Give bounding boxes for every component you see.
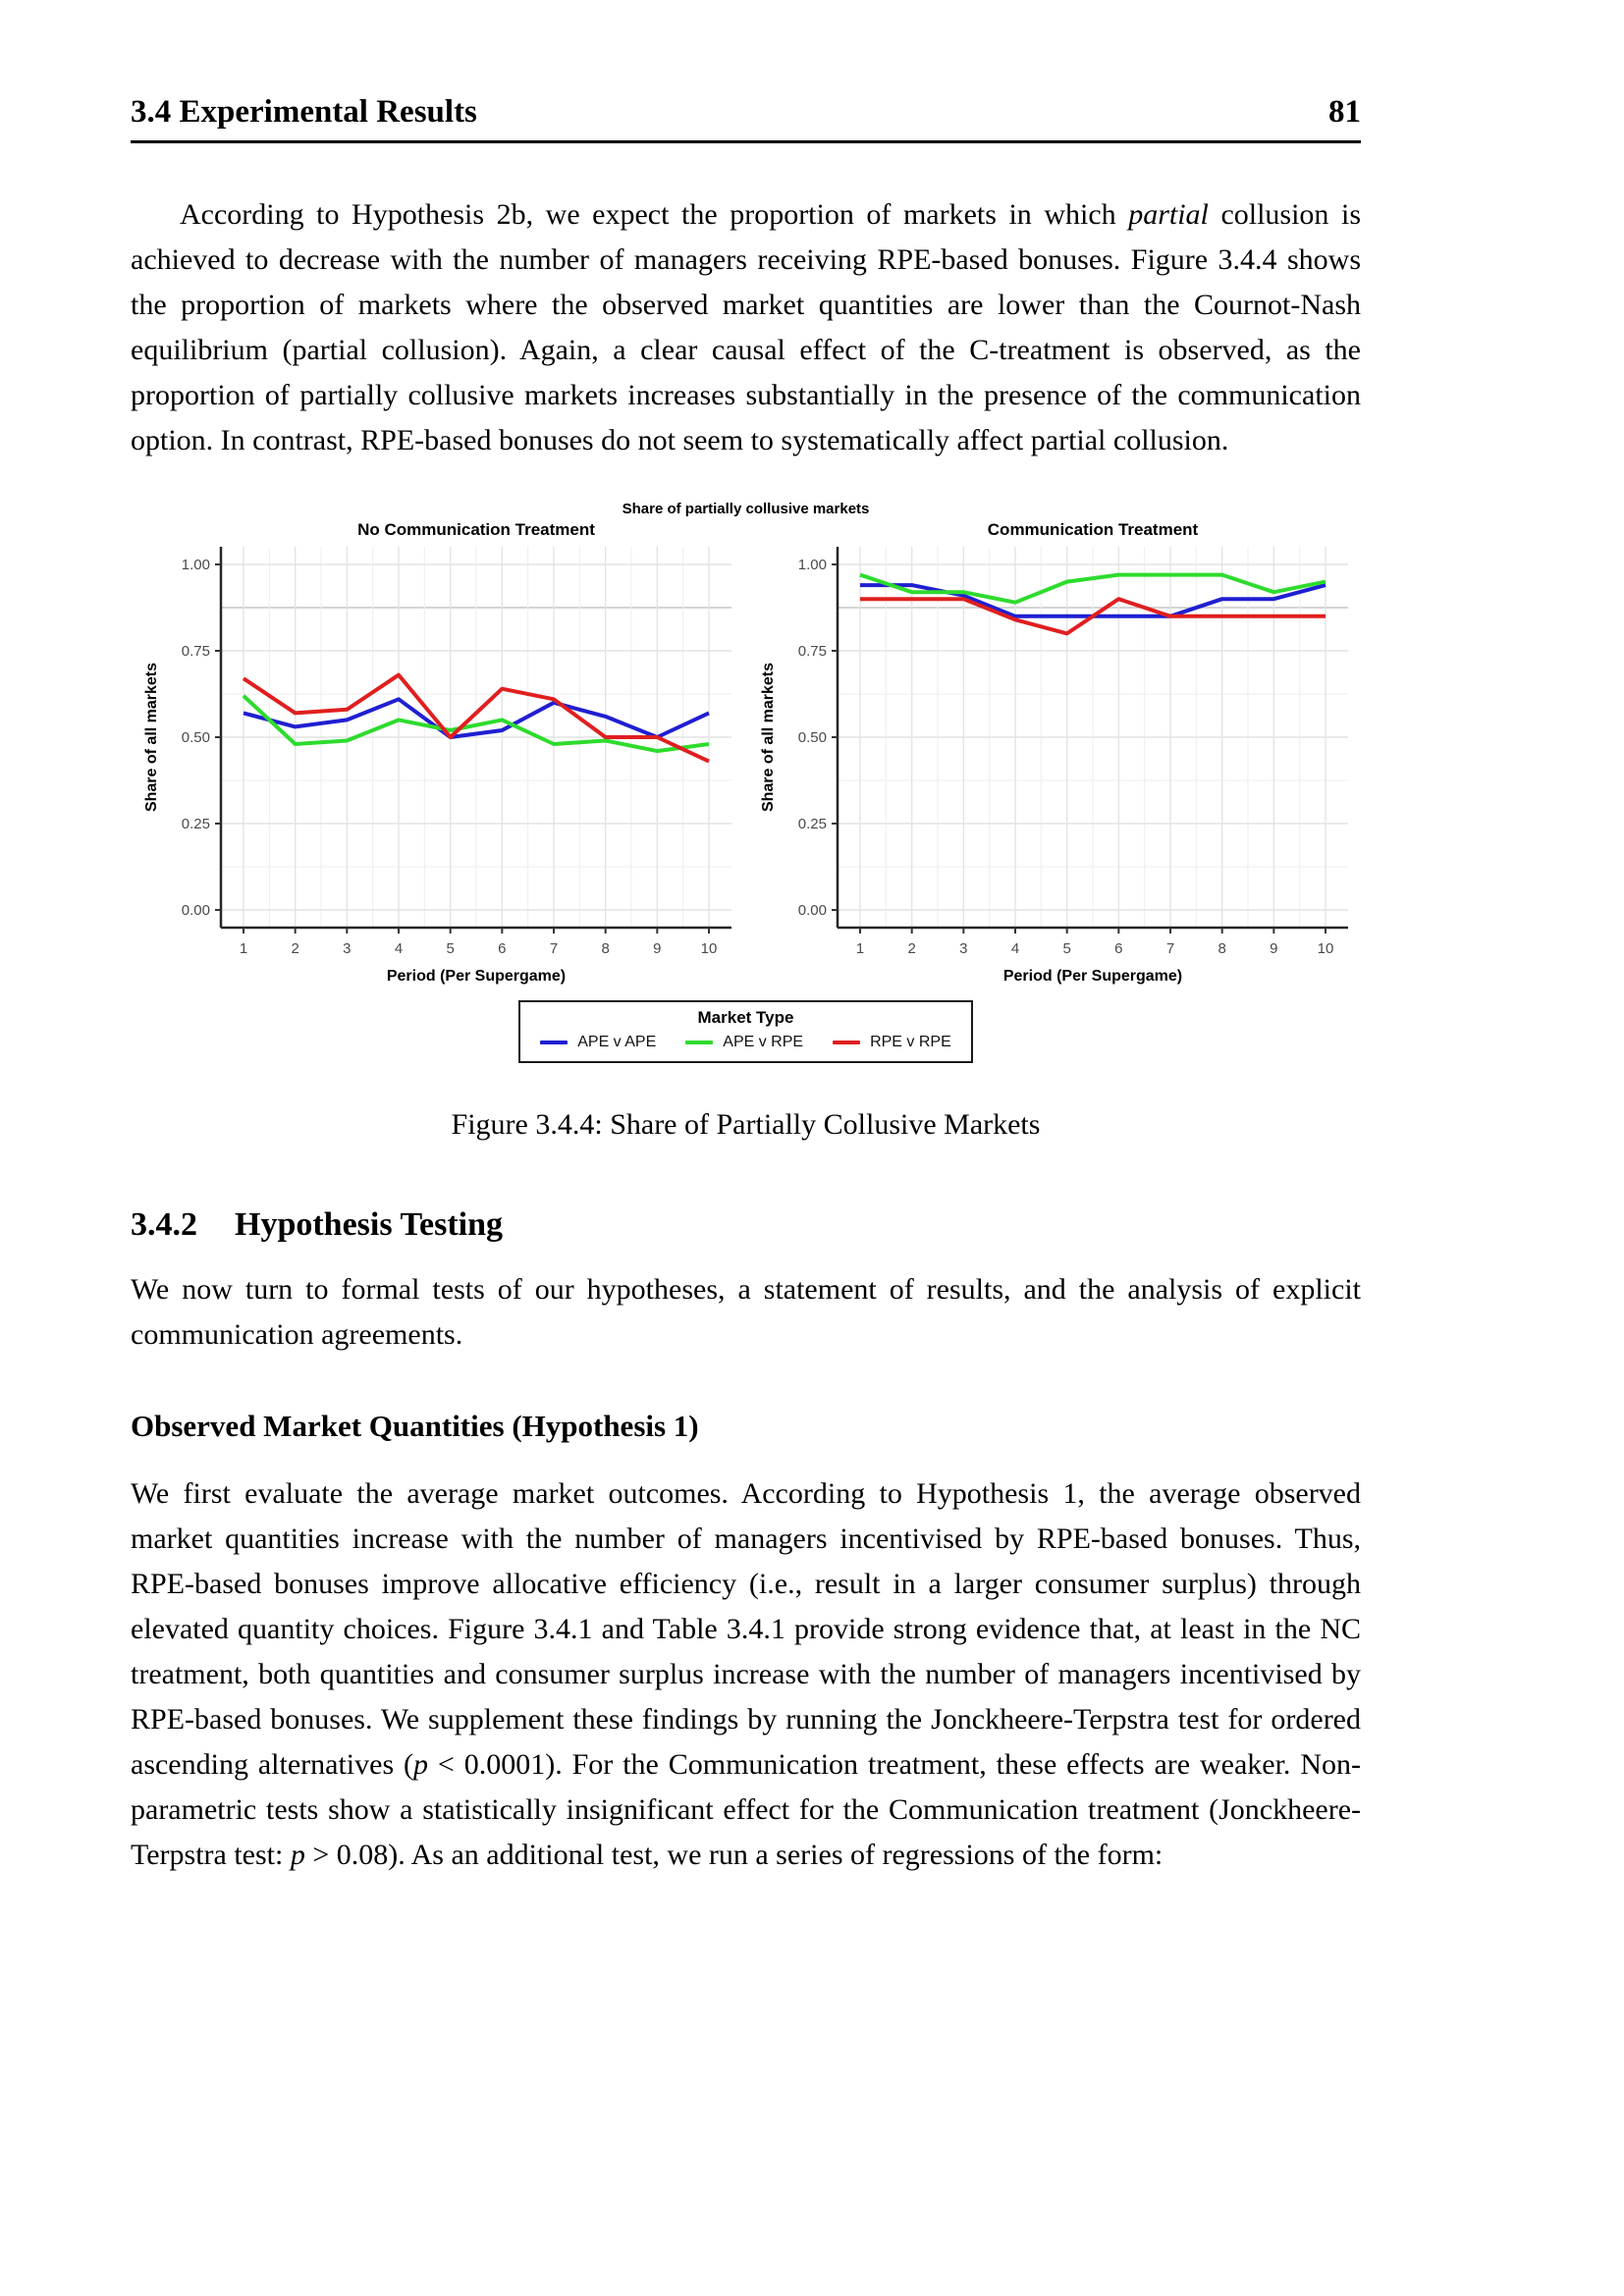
legend-line-swatch — [833, 1041, 861, 1044]
nc-treatment-chart: No Communication Treatment 0.00 0.25 0.50 0.… — [143, 520, 731, 985]
series-line-rpe-v-rpe — [859, 597, 1326, 636]
page-content: 3.4 Experimental Results 81 According to… — [131, 94, 1361, 1878]
legend-entry-ape-v-ape: APE v APE — [540, 1034, 656, 1051]
svg-text:2: 2 — [291, 940, 298, 957]
section-heading-342: 3.4.2 Hypothesis Testing — [131, 1206, 1361, 1244]
svg-text:3: 3 — [959, 940, 967, 957]
figure-caption: Figure 3.4.4: Share of Partially Collusi… — [451, 1108, 1041, 1141]
svg-text:4: 4 — [394, 940, 402, 957]
svg-text:1.00: 1.00 — [797, 557, 826, 573]
svg-text:8: 8 — [1218, 940, 1225, 957]
legend-entry-rpe-v-rpe: RPE v RPE — [833, 1034, 951, 1051]
svg-text:1: 1 — [239, 940, 246, 957]
paragraph-text: > 0.08). As an additional test, we run a… — [304, 1839, 1164, 1871]
svg-text:Share of all markets: Share of all markets — [760, 663, 777, 812]
svg-text:0.00: 0.00 — [181, 902, 209, 919]
page-number: 81 — [1328, 94, 1361, 130]
svg-text:9: 9 — [653, 940, 661, 957]
svg-text:2: 2 — [907, 940, 915, 957]
communication-treatment-chart: Communication Treatment 0.00 0.25 0.50 0.75 1… — [760, 520, 1348, 985]
paragraph-hypothesis-testing: We now turn to formal tests of our hypot… — [131, 1273, 1361, 1351]
svg-text:0.25: 0.25 — [181, 816, 209, 832]
paragraph-hypothesis-2b: According to Hypothesis 2b, we expect th… — [131, 192, 1361, 463]
svg-text:7: 7 — [1165, 940, 1173, 957]
legend-entry-ape-v-rpe: APE v RPE — [685, 1034, 803, 1051]
svg-text:5: 5 — [1062, 940, 1070, 957]
paragraph-text: collusion is achieved to decrease with t… — [131, 198, 1361, 456]
figure-inner: Share of partially collusive markets No … — [138, 501, 1354, 1063]
svg-text:Period (Per Supergame): Period (Per Supergame) — [386, 968, 565, 985]
svg-text:10: 10 — [1317, 940, 1333, 957]
subsection-heading-observed-quantities: Observed Market Quantities (Hypothesis 1… — [131, 1409, 699, 1443]
svg-text:1: 1 — [855, 940, 863, 957]
paragraph-text: < 0.0001). For the Communication treatme… — [131, 1748, 1361, 1871]
svg-text:0.50: 0.50 — [797, 729, 826, 746]
svg-text:0.75: 0.75 — [797, 643, 826, 660]
figure-3-4-4: Share of partially collusive markets No … — [131, 501, 1361, 1063]
legend-wrap: Market Type APE v APE APE v RPE RPE v RPE — [138, 1000, 1354, 1063]
svg-text:5: 5 — [446, 940, 454, 957]
svg-text:No Communication Treatment: No Communication Treatment — [357, 520, 595, 539]
series-line-rpe-v-rpe — [242, 672, 710, 764]
svg-text:10: 10 — [700, 940, 717, 957]
section-number: 3.4.2 — [131, 1206, 197, 1243]
svg-text:4: 4 — [1010, 940, 1018, 957]
svg-text:1.00: 1.00 — [181, 557, 209, 573]
legend-label: APE v APE — [577, 1034, 657, 1050]
series-line-ape-v-rpe — [858, 572, 1326, 605]
legend-title: Market Type — [697, 1008, 794, 1027]
figure-plot-title: Share of partially collusive markets — [622, 501, 870, 517]
italic-word: partial — [1128, 198, 1209, 231]
svg-text:0.25: 0.25 — [797, 816, 826, 832]
series-line-ape-v-ape — [242, 697, 710, 739]
svg-text:Share of all markets: Share of all markets — [143, 663, 160, 812]
running-header-title: 3.4 Experimental Results — [131, 94, 477, 130]
legend-label: RPE v RPE — [870, 1034, 951, 1050]
svg-text:9: 9 — [1270, 940, 1277, 957]
svg-text:6: 6 — [498, 940, 506, 957]
legend-label: APE v RPE — [723, 1034, 804, 1050]
legend-line-swatch — [685, 1041, 714, 1044]
paragraph-observed-quantities: We first evaluate the average market out… — [131, 1471, 1361, 1878]
section-title: Hypothesis Testing — [235, 1206, 504, 1243]
svg-text:6: 6 — [1114, 940, 1122, 957]
svg-text:0.00: 0.00 — [797, 902, 826, 919]
legend-line-swatch — [540, 1041, 568, 1044]
paragraph-text: We first evaluate the average market out… — [131, 1477, 1361, 1781]
math-p: p — [413, 1748, 429, 1781]
svg-text:Communication Treatment: Communication Treatment — [987, 520, 1198, 539]
chart-legend: Market Type APE v APE APE v RPE RPE v RPE — [518, 1000, 973, 1063]
paragraph-text: According to Hypothesis 2b, we expect th… — [180, 198, 1129, 231]
running-header: 3.4 Experimental Results 81 — [131, 94, 1361, 143]
svg-text:7: 7 — [549, 940, 557, 957]
legend-entries: APE v APE APE v RPE RPE v RPE — [540, 1034, 951, 1051]
svg-text:0.75: 0.75 — [181, 643, 209, 660]
math-p: p — [290, 1839, 305, 1871]
svg-text:Period (Per Supergame): Period (Per Supergame) — [1002, 968, 1181, 985]
charts-row: No Communication Treatment 0.00 0.25 0.50 0.… — [138, 519, 1354, 988]
svg-text:0.50: 0.50 — [181, 729, 209, 746]
series-line-ape-v-rpe — [242, 694, 709, 754]
svg-text:3: 3 — [343, 940, 351, 957]
svg-text:8: 8 — [601, 940, 609, 957]
